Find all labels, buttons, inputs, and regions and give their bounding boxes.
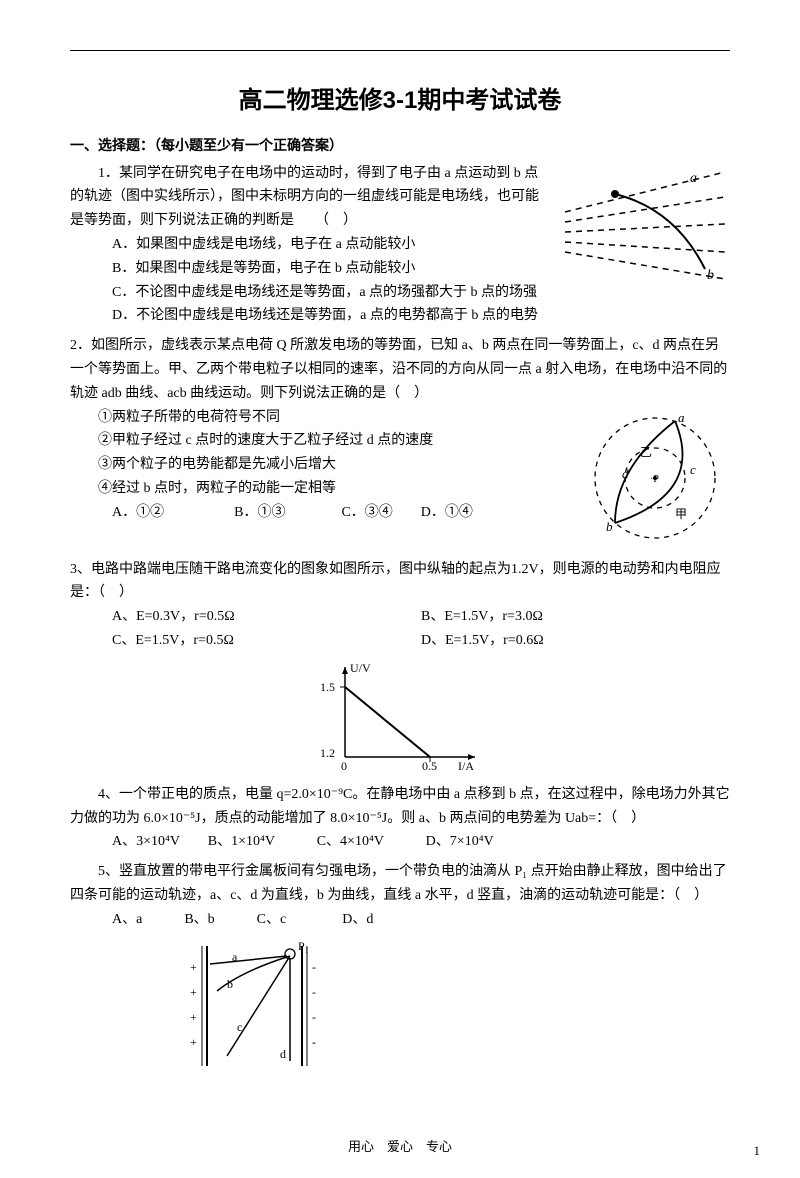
svg-text:+: + <box>190 1010 197 1024</box>
svg-text:+: + <box>190 960 197 974</box>
q2-figure: a b c d 乙 甲 ·P <box>580 408 730 548</box>
svg-text:乙: 乙 <box>640 445 652 459</box>
svg-text:P₁: P₁ <box>298 939 309 953</box>
svg-text:d: d <box>280 1047 286 1061</box>
q3-chart: 1.5 1.2 0 0.5 U/V I/A <box>70 657 730 777</box>
svg-text:b: b <box>227 977 233 991</box>
svg-text:甲: 甲 <box>675 507 687 521</box>
svg-text:+: + <box>190 985 197 999</box>
q1-figure: a b <box>555 164 730 284</box>
svg-text:-: - <box>312 1010 316 1024</box>
q3-stem: 3、电路中路端电压随干路电流变化的图象如图所示，图中纵轴的起点为1.2V，则电源… <box>70 558 730 606</box>
q1-opt-d: D．不论图中虚线是电场线还是等势面，a 点的电势都高于 b 点的电势 <box>112 304 730 328</box>
svg-text:+: + <box>190 1035 197 1049</box>
question-3: 3、电路中路端电压随干路电流变化的图象如图所示，图中纵轴的起点为1.2V，则电源… <box>70 558 730 777</box>
svg-text:b: b <box>606 519 613 534</box>
q5-figure: + + + + - - - - P₁ a b c d <box>70 936 730 1076</box>
q2-stem: 2．如图所示，虚线表示某点电荷 Q 所激发电场的等势面，已知 a、b 两点在同一… <box>70 334 730 405</box>
svg-text:a: a <box>690 171 697 186</box>
svg-text:c: c <box>237 1020 242 1034</box>
q3-opt-d: D、E=1.5V，r=0.6Ω <box>421 629 730 653</box>
svg-text:0: 0 <box>341 759 347 773</box>
svg-text:a: a <box>678 410 685 425</box>
svg-text:·P: ·P <box>650 474 659 485</box>
question-1: a b 1．某同学在研究电子在电场中的运动时，得到了电子由 a 点运动到 b 点… <box>70 162 730 329</box>
q5-stem: 5、竖直放置的带电平行金属板间有匀强电场，一个带负电的油滴从 P₁ 点开始由静止… <box>70 860 730 908</box>
question-2: 2．如图所示，虚线表示某点电荷 Q 所激发电场的等势面，已知 a、b 两点在同一… <box>70 334 730 551</box>
q4-options: A、3×10⁴V B、1×10⁴V C、4×10⁴V D、7×10⁴V <box>70 830 730 854</box>
svg-text:1.5: 1.5 <box>320 680 335 694</box>
svg-text:0.5: 0.5 <box>422 759 437 773</box>
q4-stem: 4、一个带正电的质点，电量 q=2.0×10⁻⁹C。在静电场中由 a 点移到 b… <box>70 783 730 831</box>
svg-text:-: - <box>312 1035 316 1049</box>
svg-text:d: d <box>622 466 629 481</box>
q3-opt-b: B、E=1.5V，r=3.0Ω <box>421 605 730 629</box>
footer-text: 用心 爱心 专心 <box>70 1136 730 1158</box>
svg-text:a: a <box>232 950 238 964</box>
svg-text:-: - <box>312 960 316 974</box>
q3-opt-c: C、E=1.5V，r=0.5Ω <box>112 629 421 653</box>
section-heading: 一、选择题：（每小题至少有一个正确答案） <box>70 134 730 158</box>
svg-text:U/V: U/V <box>350 661 371 675</box>
top-rule <box>70 50 730 51</box>
svg-text:c: c <box>690 462 696 477</box>
q1-opt-c: C．不论图中虚线是电场线还是等势面，a 点的场强都大于 b 点的场强 <box>112 281 730 305</box>
q5-options: A、a B、b C、c D、d <box>70 908 730 932</box>
question-4: 4、一个带正电的质点，电量 q=2.0×10⁻⁹C。在静电场中由 a 点移到 b… <box>70 783 730 854</box>
svg-text:I/A: I/A <box>458 759 474 773</box>
page-number: 1 <box>754 1140 761 1162</box>
svg-text:1.2: 1.2 <box>320 746 335 760</box>
svg-text:b: b <box>707 268 714 283</box>
question-5: 5、竖直放置的带电平行金属板间有匀强电场，一个带负电的油滴从 P₁ 点开始由静止… <box>70 860 730 1075</box>
svg-text:-: - <box>312 985 316 999</box>
q3-opt-a: A、E=0.3V，r=0.5Ω <box>112 605 421 629</box>
page-title: 高二物理选修3-1期中考试试卷 <box>70 81 730 122</box>
